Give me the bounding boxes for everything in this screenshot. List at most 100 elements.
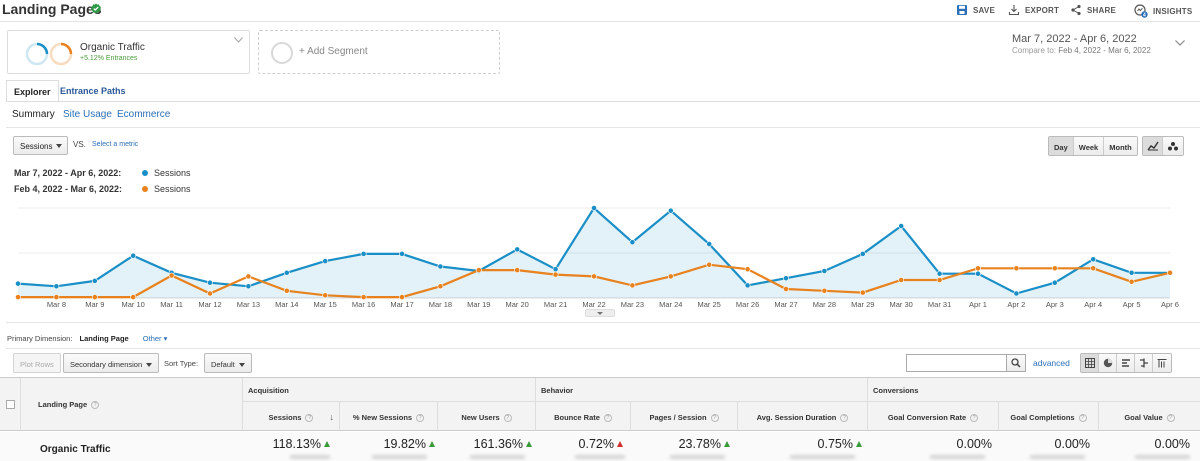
redacted-text xyxy=(1135,455,1190,459)
help-icon[interactable]: ? xyxy=(603,414,612,423)
chart-collapse-handle[interactable] xyxy=(585,309,615,317)
period-month-button[interactable]: Month xyxy=(1104,137,1137,155)
col-goal-completions[interactable]: Goal Completions? xyxy=(999,402,1099,431)
date-range-chevron-icon[interactable] xyxy=(1175,40,1185,46)
x-tick-label: Mar 25 xyxy=(698,300,721,309)
data-point xyxy=(706,241,713,247)
comparison-view-button[interactable] xyxy=(1135,354,1153,372)
help-icon[interactable]: ? xyxy=(1078,414,1087,423)
subtab-site-usage[interactable]: Site Usage xyxy=(63,109,112,120)
cell-new-users: 161.36% xyxy=(474,437,532,451)
tab-entrance-paths[interactable]: Entrance Paths xyxy=(60,86,126,96)
secondary-dimension-dropdown[interactable]: Secondary dimension xyxy=(63,353,160,373)
chevron-down-icon[interactable] xyxy=(234,37,243,43)
search-button[interactable] xyxy=(1006,354,1026,372)
pivot-view-button[interactable] xyxy=(1153,354,1171,372)
help-icon[interactable]: ? xyxy=(503,414,512,423)
data-point xyxy=(437,283,444,290)
data-point xyxy=(706,261,713,268)
help-icon[interactable]: ? xyxy=(710,414,719,423)
chart-divider xyxy=(6,322,1200,323)
metric-dropdown[interactable]: Sessions xyxy=(13,136,68,155)
x-tick-label: Mar 17 xyxy=(390,300,413,309)
primary-dimension-other[interactable]: Other ▾ xyxy=(143,334,168,343)
tab-explorer[interactable]: Explorer xyxy=(6,80,59,102)
export-icon xyxy=(1008,5,1020,16)
cell-goal-completions: 0.00% xyxy=(1055,437,1090,451)
page-title: Landing Pages xyxy=(2,1,102,17)
col-new-sessions[interactable]: % New Sessions? xyxy=(340,402,438,431)
help-icon[interactable]: ? xyxy=(91,401,100,410)
share-label: SHARE xyxy=(1087,5,1117,15)
data-point xyxy=(1090,256,1097,263)
group-behavior: Behavior xyxy=(536,378,868,402)
col-bounce-rate[interactable]: Bounce Rate? xyxy=(536,402,631,431)
performance-view-button[interactable] xyxy=(1117,354,1135,372)
motion-chart-button[interactable] xyxy=(1163,137,1183,155)
comparison-icon xyxy=(1139,358,1148,368)
data-view-button[interactable] xyxy=(1081,354,1099,372)
cell-avg-session-duration: 0.75% xyxy=(818,437,862,451)
table-row: Organic Traffic 118.13% 19.82% 161.36% 0… xyxy=(0,432,1200,461)
data-point xyxy=(130,252,137,259)
data-point xyxy=(475,267,482,273)
col-label: Pages / Session xyxy=(649,413,707,422)
col-label: Bounce Rate xyxy=(554,413,600,422)
data-point xyxy=(1128,278,1135,285)
save-icon xyxy=(957,5,967,15)
period-week-button[interactable]: Week xyxy=(1073,137,1105,155)
advanced-filter-link[interactable]: advanced xyxy=(1033,358,1070,368)
col-avg-session-duration[interactable]: Avg. Session Duration? xyxy=(738,402,868,431)
dropdown-arrow-icon xyxy=(238,363,245,368)
save-button[interactable]: SAVE xyxy=(956,4,995,16)
trend-up-icon xyxy=(429,441,435,447)
share-icon xyxy=(1071,4,1081,16)
sort-type-dropdown[interactable]: Default xyxy=(204,353,252,373)
cell-value: 0.75% xyxy=(817,437,853,451)
trend-up-icon xyxy=(324,441,330,447)
col-goal-conversion-rate[interactable]: Goal Conversion Rate? xyxy=(868,402,999,431)
select-metric-link[interactable]: Select a metric xyxy=(92,141,139,148)
data-point xyxy=(283,269,290,276)
help-icon[interactable]: ? xyxy=(305,414,314,423)
export-button[interactable]: EXPORT xyxy=(1008,4,1059,16)
data-point xyxy=(245,273,252,280)
cell-goal-value: 0.00% xyxy=(1155,437,1190,451)
compare-range: Feb 4, 2022 - Mar 6, 2022 xyxy=(1058,46,1151,55)
date-range-picker[interactable]: Mar 7, 2022 - Apr 6, 2022 Compare to: Fe… xyxy=(1012,33,1172,55)
plot-rows-button[interactable]: Plot Rows xyxy=(13,353,61,373)
redacted-text xyxy=(930,455,985,459)
data-point xyxy=(91,294,98,300)
help-icon[interactable]: ? xyxy=(970,414,979,423)
help-icon[interactable]: ? xyxy=(840,414,849,423)
col-new-users[interactable]: New Users? xyxy=(438,402,536,431)
x-tick-label: Mar 12 xyxy=(198,300,221,309)
period-day-button[interactable]: Day xyxy=(1049,137,1074,155)
help-icon[interactable]: ? xyxy=(416,414,425,423)
add-segment-button[interactable]: + Add Segment xyxy=(258,30,500,74)
data-point xyxy=(399,294,405,300)
table-search-input[interactable] xyxy=(906,354,1006,372)
data-point xyxy=(1051,279,1058,286)
col-goal-value[interactable]: Goal Value? xyxy=(1099,402,1200,431)
pivot-icon xyxy=(1157,359,1167,368)
data-point xyxy=(821,287,828,294)
dimension-divider xyxy=(6,348,1200,349)
line-chart-button[interactable] xyxy=(1143,137,1163,155)
series-area xyxy=(18,208,1170,298)
subtab-summary[interactable]: Summary xyxy=(12,109,55,120)
segment-card-organic-traffic[interactable]: Organic Traffic +5.12% Entrances xyxy=(7,30,250,74)
percentage-view-button[interactable] xyxy=(1099,354,1117,372)
help-icon[interactable]: ? xyxy=(1166,414,1175,423)
share-button[interactable]: SHARE xyxy=(1070,4,1116,16)
insights-button[interactable]: 4 INSIGHTS xyxy=(1134,4,1192,18)
subtab-ecommerce[interactable]: Ecommerce xyxy=(117,109,171,120)
data-point xyxy=(437,263,444,270)
col-pages-session[interactable]: Pages / Session? xyxy=(631,402,738,431)
x-tick-label: Mar 21 xyxy=(544,300,567,309)
dropdown-arrow-icon xyxy=(146,363,153,368)
x-tick-label: Mar 26 xyxy=(736,300,759,309)
select-all-checkbox[interactable] xyxy=(6,400,15,409)
data-point xyxy=(322,292,329,299)
col-sessions[interactable]: Sessions? ↓ xyxy=(243,402,340,431)
